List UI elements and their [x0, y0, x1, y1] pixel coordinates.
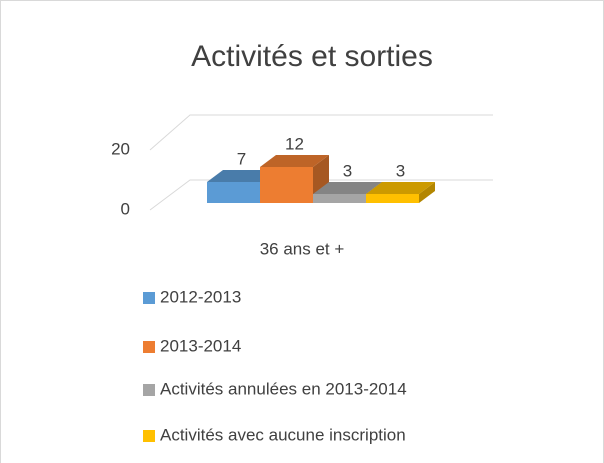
bar-top: [260, 155, 329, 167]
bar-top: [207, 170, 276, 182]
bar-side: [419, 182, 435, 203]
legend-swatch: [143, 430, 155, 442]
data-label: 12: [285, 134, 304, 153]
legend-label: Activités annulées en 2013-2014: [160, 379, 407, 398]
x-tick-label: 36 ans et +: [260, 239, 345, 258]
y-tick-label: 0: [121, 199, 130, 218]
grid-line: [149, 114, 493, 151]
legend-label: 2013-2014: [160, 336, 241, 355]
data-label: 3: [343, 161, 352, 180]
data-label: 3: [396, 161, 405, 180]
legend-label: Activités avec aucune inscription: [160, 425, 406, 444]
legend-swatch: [143, 341, 155, 353]
bar: [313, 194, 366, 203]
legend-swatch: [143, 292, 155, 304]
y-tick-label: 20: [111, 139, 130, 158]
data-label: 7: [237, 149, 246, 168]
bar-top: [366, 182, 435, 194]
legend-label: 2012-2013: [160, 287, 241, 306]
legend-swatch: [143, 384, 155, 396]
grid-line: [149, 179, 493, 211]
chart-title: Activités et sorties: [191, 40, 433, 73]
bar: [260, 167, 313, 203]
bar-top: [313, 182, 382, 194]
bar: [207, 182, 260, 203]
bar: [366, 194, 419, 203]
